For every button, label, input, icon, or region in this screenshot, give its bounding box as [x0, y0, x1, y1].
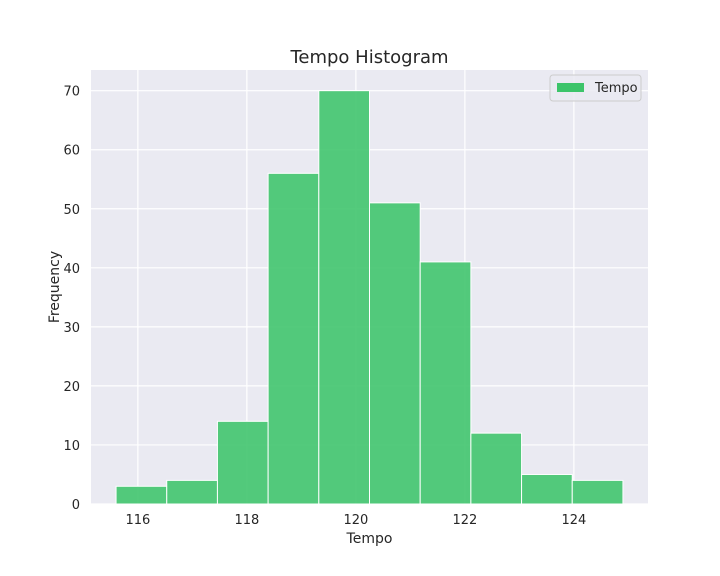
histogram-bar-6 [419, 261, 472, 505]
chart-title: Tempo Histogram [289, 47, 448, 68]
histogram-bar-2 [216, 420, 269, 505]
x-axis-label: Tempo [346, 531, 393, 547]
x-tick-label-3: 122 [452, 513, 477, 528]
x-tick-label-4: 124 [561, 513, 586, 528]
y-axis-label: Frequency [47, 251, 63, 323]
x-tick-label-2: 120 [343, 513, 368, 528]
histogram-bars [115, 90, 624, 505]
y-tick-label-6: 60 [63, 144, 80, 159]
legend-label: Tempo [594, 81, 638, 96]
y-tick-label-1: 10 [63, 439, 80, 454]
y-tick-label-0: 0 [72, 498, 80, 513]
x-tick-label-1: 118 [234, 513, 259, 528]
y-tick-label-3: 30 [63, 321, 80, 336]
histogram-bar-8 [521, 473, 573, 505]
histogram-bar-1 [166, 479, 218, 505]
histogram-bar-4 [318, 90, 370, 505]
x-tick-label-0: 116 [125, 513, 150, 528]
y-tick-label-7: 70 [63, 85, 80, 100]
y-tick-label-2: 20 [63, 380, 80, 395]
y-tick-label-4: 40 [63, 262, 80, 277]
legend-swatch [557, 83, 584, 92]
histogram-bar-3 [267, 172, 320, 505]
histogram-bar-5 [369, 202, 421, 505]
histogram-bar-9 [571, 479, 624, 505]
histogram-bar-0 [115, 485, 168, 505]
legend: Tempo [549, 74, 642, 102]
legend-box [549, 74, 642, 102]
y-tick-labels: 0 10 20 30 40 50 60 70 [63, 85, 80, 513]
histogram-bar-7 [470, 432, 523, 505]
y-tick-label-5: 50 [63, 203, 80, 218]
x-tick-labels: 116 118 120 122 124 [125, 513, 586, 528]
